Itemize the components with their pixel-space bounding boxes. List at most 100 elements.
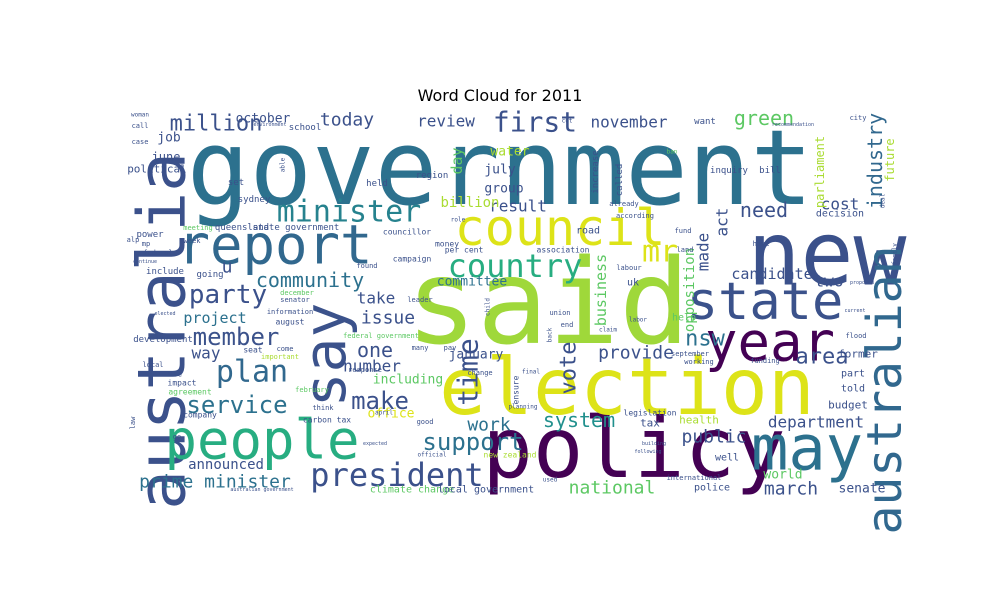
word-october: october xyxy=(236,112,291,127)
word-senator: senator xyxy=(280,296,310,304)
word-industry: industry xyxy=(863,113,887,209)
word-state: state xyxy=(687,272,844,332)
word-australian: australian xyxy=(857,246,913,535)
word-senate: senate xyxy=(839,482,886,497)
word-two: two xyxy=(815,272,844,291)
word-week: week xyxy=(184,237,202,245)
word-today: today xyxy=(320,110,374,131)
word-day: day xyxy=(448,147,466,174)
word-legislation: legislation xyxy=(624,409,677,418)
word-woman: woman xyxy=(131,112,149,119)
word-part: part xyxy=(841,369,865,380)
word-mr: mr xyxy=(642,235,678,270)
word-country: country xyxy=(448,247,583,285)
word-new-zealand: new zealand xyxy=(484,451,537,460)
word-november: november xyxy=(590,113,667,132)
word-water: water xyxy=(490,145,529,160)
word-family: family xyxy=(892,243,899,265)
word-june: june xyxy=(152,150,181,164)
word-health: health xyxy=(679,414,719,427)
word-plan: plan xyxy=(216,355,288,390)
word-able: able xyxy=(280,157,287,172)
word-fund: fund xyxy=(675,227,692,235)
word-claim: claim xyxy=(599,327,617,334)
word-system: system xyxy=(543,408,615,432)
word-council: council xyxy=(455,199,666,257)
word-review: review xyxy=(417,112,475,131)
word-call: call xyxy=(132,122,149,130)
word-way: way xyxy=(192,344,221,363)
word-seat: seat xyxy=(243,346,262,355)
word-july: july xyxy=(484,163,515,178)
word-work: work xyxy=(467,415,511,436)
word-set: set xyxy=(228,178,244,188)
word-carbon-tax: carbon tax xyxy=(303,416,351,425)
word-flood: flood xyxy=(845,332,866,340)
word-home: home xyxy=(753,240,770,248)
word-pay: pay xyxy=(444,344,457,352)
word-party: party xyxy=(189,280,267,310)
word-elected: elected xyxy=(154,311,175,317)
word-project: project xyxy=(183,309,246,327)
word-development: development xyxy=(133,335,193,345)
chart-title: Word Cloud for 2011 xyxy=(417,86,583,105)
word-policy: policy xyxy=(482,399,785,497)
word-billion: billion xyxy=(440,195,499,211)
word-planning: planning xyxy=(509,404,538,411)
word-group: group xyxy=(484,182,523,197)
word-power: power xyxy=(136,230,164,240)
word-response: response xyxy=(348,366,382,374)
word-need: need xyxy=(740,198,788,222)
word-minister: minister xyxy=(277,195,422,230)
word-use: use xyxy=(168,370,183,379)
word-election: election xyxy=(439,343,815,433)
word-people: people xyxy=(164,409,359,472)
word-national: national xyxy=(569,478,656,499)
word-official: official xyxy=(418,452,447,459)
word-sydney: sydney xyxy=(238,195,271,205)
word-city: city xyxy=(850,114,867,122)
word-region: region xyxy=(416,171,449,181)
word-committee: committee xyxy=(437,275,508,290)
word-think: think xyxy=(312,404,334,412)
word-local: local xyxy=(142,361,163,369)
word-come: come xyxy=(277,345,294,353)
word-former: former xyxy=(838,348,878,361)
word-september: september xyxy=(671,350,709,358)
word-tax: tax xyxy=(640,417,660,430)
word-government: government xyxy=(187,107,813,229)
word-february: february xyxy=(295,386,329,394)
word-issue: issue xyxy=(361,308,415,329)
word-decision: decision xyxy=(816,209,864,220)
word-u: u xyxy=(222,257,233,278)
word-campaign: campaign xyxy=(393,255,432,264)
word-future: future xyxy=(883,138,897,181)
word-child: child xyxy=(485,298,492,316)
word-year: year xyxy=(705,311,835,374)
word-following: following xyxy=(634,449,661,455)
word-road: road xyxy=(576,226,600,237)
word-area: area xyxy=(796,345,849,370)
word-australian-government: australian government xyxy=(230,487,293,493)
word-recommendation: recommendation xyxy=(772,122,814,128)
word-per-cent: per cent xyxy=(445,246,484,255)
word-ensure: ensure xyxy=(512,375,521,404)
word-labour: labour xyxy=(616,264,641,272)
word-may: may xyxy=(751,412,863,485)
word-federal-government: federal government xyxy=(343,332,419,340)
word-end: end xyxy=(561,321,574,329)
word-building: building xyxy=(642,441,666,447)
word-time: time xyxy=(452,338,485,405)
word-impact: impact xyxy=(168,379,197,388)
word-million: million xyxy=(170,112,263,137)
word-community: community xyxy=(256,268,364,292)
word-alp: alp xyxy=(127,236,140,244)
word-according: according xyxy=(616,212,654,220)
word-want: want xyxy=(694,117,716,127)
word-help: help xyxy=(672,313,696,324)
word-december: december xyxy=(280,289,314,297)
word-continue: continue xyxy=(133,259,157,265)
word-queensland: queensland xyxy=(215,223,269,233)
word-union: union xyxy=(549,309,570,317)
